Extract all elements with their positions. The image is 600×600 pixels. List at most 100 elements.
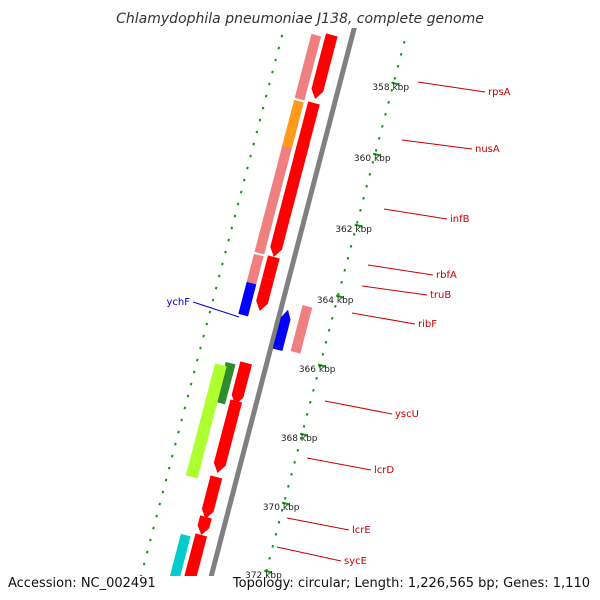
gene-label: nusA (475, 144, 500, 155)
outer-tick-dot (155, 514, 158, 518)
outer-tick-dot (183, 406, 187, 410)
tick-dots-layer (139, 34, 406, 576)
outer-tick-dot (274, 58, 277, 62)
inner-tick-dot (387, 100, 390, 104)
gene-leader-line (276, 546, 342, 562)
inner-tick-dot (356, 220, 359, 224)
outer-tick-dot (236, 202, 240, 206)
gene-leader-line (351, 312, 416, 325)
cog-lcrD-lime (185, 363, 227, 479)
gene-label: lcrD (374, 465, 394, 476)
outer-tick-dot (145, 550, 149, 554)
cog-sycE-cyan (169, 533, 191, 576)
cog-nusA (281, 99, 304, 151)
cds-yscU (231, 361, 252, 405)
inner-tick-dot (365, 184, 368, 188)
outer-tick-dot (199, 346, 202, 350)
outer-tick-dot (164, 478, 168, 482)
outer-tick-dot (243, 178, 246, 182)
cds-infB (272, 141, 310, 247)
inner-tick-dot (315, 376, 318, 380)
cds-ychF-light (290, 305, 313, 354)
inner-tick-dot (399, 52, 403, 56)
outer-tick-dot (258, 118, 262, 122)
outer-tick-dot (149, 538, 152, 542)
backbone-layer (208, 28, 357, 576)
cds-rbfA (270, 235, 285, 257)
cog-rpsA (294, 33, 322, 101)
inner-tick-dot (274, 532, 278, 536)
scale-tick-label: 368 kbp (281, 434, 318, 444)
scale-tick-mark (281, 501, 291, 506)
inner-tick-dot (283, 496, 287, 500)
inner-tick-dot (402, 40, 406, 44)
outer-tick-dot (208, 310, 212, 314)
gene-leader-line (401, 139, 473, 150)
inner-tick-dot (290, 472, 293, 476)
gene-leader-line (367, 264, 434, 276)
scale-tick-mark (335, 294, 345, 299)
outer-tick-dot (268, 82, 271, 86)
gene-leader-line (192, 301, 240, 318)
inner-tick-dot (371, 160, 375, 164)
outer-tick-dot (186, 394, 190, 398)
inner-tick-dot (368, 172, 372, 176)
map-layers (139, 28, 406, 576)
title-background (0, 0, 600, 28)
inner-tick-dot (287, 484, 290, 488)
inner-tick-dot (390, 88, 394, 92)
cog-truB (246, 253, 264, 285)
inner-tick-dot (393, 76, 397, 80)
outer-tick-dot (271, 70, 274, 74)
outer-tick-dot (255, 130, 259, 134)
map-title: Chlamydophila pneumoniae J138, complete … (116, 11, 484, 27)
inner-tick-dot (343, 268, 347, 272)
outer-tick-dot (161, 490, 165, 494)
gene-label: rpsA (488, 87, 511, 98)
cds-rpsA (311, 33, 338, 99)
scale-tick-mark (354, 223, 363, 228)
outer-tick-dot (174, 442, 177, 446)
gene-leader-line (361, 285, 428, 296)
inner-tick-dot (330, 316, 334, 320)
gene-leader-line (383, 208, 448, 220)
inner-tick-dot (271, 544, 275, 548)
outer-tick-dot (139, 574, 143, 576)
outer-tick-dot (202, 334, 205, 338)
inner-tick-dot (299, 436, 303, 440)
gene-label: infB (450, 214, 470, 225)
outer-tick-dot (246, 166, 249, 170)
inner-tick-dot (359, 208, 362, 212)
gene-label: yscU (395, 409, 419, 420)
cog-infB (254, 145, 292, 255)
inner-tick-dot (334, 304, 337, 308)
gene-label: sycE (344, 556, 367, 567)
gene-label: lcrE (352, 525, 371, 536)
inner-tick-dot (321, 352, 325, 356)
cds-sycE (197, 515, 212, 535)
features-layer (169, 33, 338, 576)
outer-tick-dot (224, 250, 227, 254)
inner-tick-dot (327, 328, 331, 332)
gene-leader-line (286, 517, 350, 531)
outer-tick-dot (230, 226, 234, 230)
gene-leader-line (324, 400, 393, 415)
scale-tick-label: 362 kbp (335, 225, 372, 235)
outer-tick-dot (249, 154, 252, 158)
cds-lcrD (213, 399, 243, 473)
inner-tick-dot (309, 400, 312, 404)
scale-tick-mark (317, 363, 327, 368)
outer-tick-dot (167, 466, 171, 470)
outer-tick-dot (142, 562, 146, 566)
gene-label: ribF (418, 319, 437, 330)
inner-tick-dot (324, 340, 328, 344)
outer-tick-dot (205, 322, 209, 326)
inner-tick-dot (377, 136, 381, 140)
outer-tick-dot (180, 418, 183, 422)
gene-label: truB (430, 290, 451, 301)
outer-tick-dot (214, 286, 218, 290)
outer-tick-dot (196, 358, 199, 362)
labels-layer: 358 kbp 360 kbp 362 kbp 364 kbp 366 kbp 368 k… (166, 83, 510, 581)
cds-truB (262, 255, 280, 281)
